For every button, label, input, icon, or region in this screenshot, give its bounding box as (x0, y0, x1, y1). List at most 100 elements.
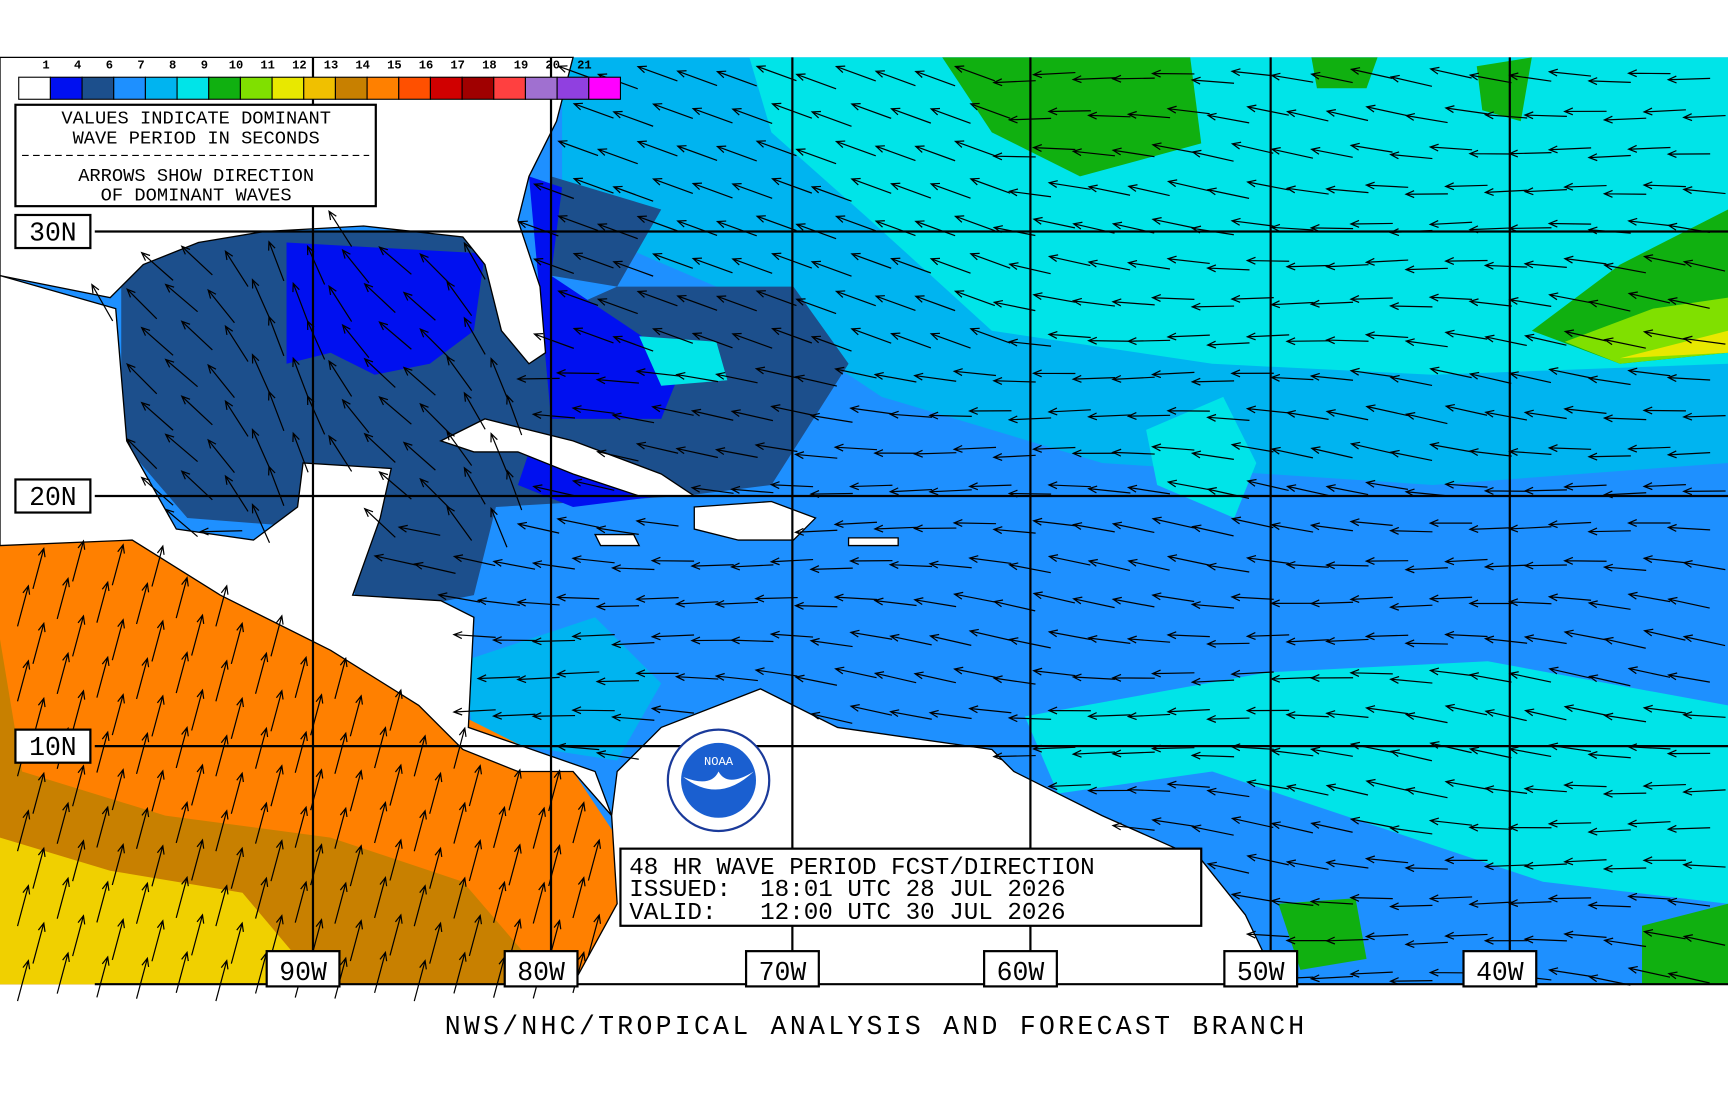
arrow (1206, 861, 1250, 874)
arrow (690, 408, 734, 421)
arrow (1428, 594, 1473, 603)
arrow (1563, 255, 1607, 265)
arrow (363, 357, 396, 388)
arrow (1547, 68, 1592, 77)
arrow (1325, 936, 1369, 945)
arrow (215, 809, 229, 852)
arrow (834, 65, 876, 82)
arrow (849, 629, 893, 640)
arrow (833, 520, 878, 529)
arrow (1587, 153, 1631, 162)
arrow (96, 955, 110, 998)
arrow (1309, 897, 1354, 906)
arrow (270, 764, 284, 807)
arrow (691, 182, 733, 199)
arrow (890, 257, 932, 274)
arrow (452, 707, 496, 716)
arrow (463, 241, 486, 280)
arrow (874, 295, 916, 312)
arrow (652, 178, 694, 194)
arrow (1047, 782, 1091, 791)
arrow (1166, 179, 1210, 192)
arrow (596, 298, 638, 315)
arrow (1166, 631, 1210, 640)
arrow (1428, 220, 1473, 229)
arrow (1627, 291, 1671, 304)
arrow (874, 70, 916, 87)
arrow (888, 487, 933, 496)
arrow (1285, 784, 1329, 796)
arrow (1206, 413, 1250, 422)
arrow (890, 107, 932, 124)
arrow (531, 560, 575, 570)
arrow (969, 252, 1011, 269)
arrow (715, 70, 757, 87)
arrow (1365, 404, 1408, 417)
arrow (294, 880, 308, 923)
legend-cell (176, 76, 210, 100)
arrow (531, 411, 576, 419)
arrow (1270, 446, 1314, 459)
arrow (929, 182, 971, 199)
arrow (635, 669, 679, 678)
arrow (810, 110, 852, 127)
arrow (809, 711, 853, 724)
arrow (72, 539, 86, 582)
arrow (873, 524, 917, 533)
arrow (1444, 779, 1488, 790)
arrow (691, 332, 733, 349)
arrow (215, 884, 229, 927)
arrow (595, 525, 639, 535)
arrow (1389, 749, 1433, 762)
arrow (1190, 377, 1235, 386)
arrow (1602, 189, 1647, 198)
arrow (650, 632, 695, 641)
arrow (913, 372, 957, 382)
arrow (587, 913, 602, 956)
arrow (754, 442, 798, 453)
arrow (32, 771, 46, 814)
lon-label: 80W (517, 958, 565, 988)
arrow (1310, 446, 1353, 459)
arrow (1245, 930, 1290, 939)
arrow (1444, 182, 1488, 191)
arrow (378, 396, 412, 425)
arrow (730, 485, 774, 494)
arrow (1071, 297, 1115, 307)
arrow (1087, 712, 1131, 721)
arrow (1071, 374, 1116, 383)
arrow (1111, 74, 1155, 83)
arrow (610, 564, 655, 573)
arrow (929, 332, 971, 349)
arrow (1627, 965, 1671, 978)
arrow (1270, 821, 1314, 834)
arrow (1246, 104, 1289, 116)
arrow (1191, 149, 1234, 162)
arrow (809, 637, 853, 648)
arrow (1404, 940, 1448, 949)
arrow (1206, 112, 1250, 124)
arrow (1166, 255, 1210, 265)
arrow (1246, 779, 1289, 790)
arrow (1150, 69, 1195, 78)
arrow (1405, 412, 1448, 425)
arrow (929, 257, 971, 274)
arrow (1667, 297, 1710, 309)
arrow (1483, 261, 1528, 270)
arrow (850, 102, 892, 119)
arrow (968, 705, 1012, 714)
arrow (1603, 337, 1646, 349)
arrow (1032, 667, 1076, 677)
arrow (1230, 217, 1274, 227)
arrow (1349, 67, 1393, 79)
arrow (306, 394, 326, 435)
arrow (833, 443, 878, 452)
arrow (516, 374, 560, 383)
arrow (506, 394, 523, 436)
arrow (1310, 821, 1353, 833)
arrow (715, 371, 758, 384)
arrow (1230, 294, 1274, 303)
arrow (413, 561, 456, 574)
arrow (636, 140, 678, 157)
arrow (508, 843, 522, 886)
